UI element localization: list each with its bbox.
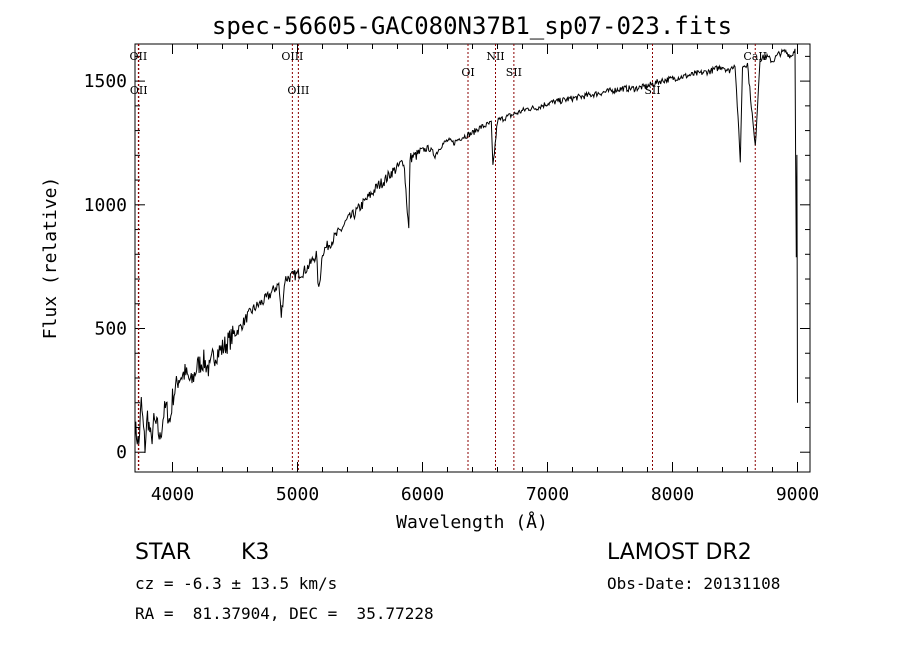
- emission-line-label: OII: [130, 84, 148, 97]
- y-axis-label: Flux (relative): [40, 177, 61, 340]
- spectrum-line: [134, 48, 798, 454]
- x-tick-label: 8000: [651, 484, 694, 505]
- ra-dec-readout: RA = 81.37904, DEC = 35.77228: [135, 604, 434, 623]
- velocity-readout: cz = -6.3 ± 13.5 km/s: [135, 574, 338, 593]
- plot-frame: [134, 43, 811, 473]
- x-tick-label: 6000: [401, 484, 444, 505]
- emission-line-label: CaII: [743, 50, 767, 63]
- emission-line-label: SII: [506, 66, 522, 79]
- y-tick-label: 1000: [84, 195, 127, 216]
- survey-name: LAMOST DR2: [607, 540, 752, 565]
- x-tick-label: 7000: [526, 484, 569, 505]
- object-type: STAR: [135, 540, 192, 565]
- x-axis-label: Wavelength (Å): [396, 511, 548, 533]
- emission-lines: OIIOIIOIIIOIIIOINIISIISIICaII: [130, 44, 767, 472]
- obs-date: Obs-Date: 20131108: [607, 574, 781, 593]
- x-tick-label: 9000: [776, 484, 819, 505]
- y-tick-label: 500: [94, 319, 127, 340]
- y-tick-label: 1500: [84, 71, 127, 92]
- x-tick-label: 5000: [276, 484, 319, 505]
- x-tick-label: 4000: [151, 484, 194, 505]
- emission-line-label: OI: [461, 66, 474, 79]
- emission-line-label: OIII: [281, 50, 303, 63]
- axis-ticks: 4000 5000 6000 7000 8000 9000 0 500 1000 1500: [84, 44, 819, 505]
- chart-title: spec-56605-GAC080N37B1_sp07-023.fits: [212, 12, 732, 40]
- emission-line-label: OIII: [287, 84, 309, 97]
- subclass: K3: [241, 540, 270, 565]
- emission-line-label: SII: [644, 84, 660, 97]
- emission-line-label: NII: [486, 50, 504, 63]
- y-tick-label: 0: [116, 442, 127, 463]
